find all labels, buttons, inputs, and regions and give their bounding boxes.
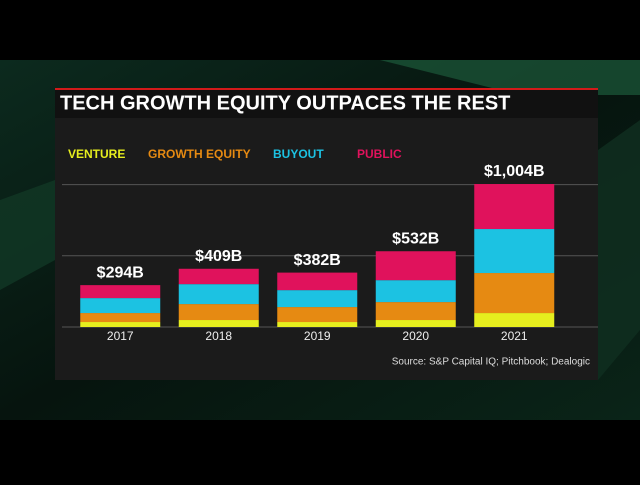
bar-segment [178, 320, 259, 327]
bar-segment [178, 268, 259, 285]
source: Source: S&P Capital IQ; Pitchbook; Dealo… [392, 357, 590, 368]
total-label: $382B [294, 252, 341, 269]
total-label: $532B [392, 230, 439, 247]
bar-segment [474, 184, 555, 230]
bar-segment [375, 280, 456, 303]
bar-segment [277, 290, 358, 308]
bar-segment [178, 284, 259, 305]
plot: VENTURE GROWTH EQUITY BUYOUT PUBLIC $294B 201… [62, 147, 598, 343]
bar-segment [375, 320, 456, 327]
legend-entry: VENTURE [68, 147, 125, 161]
bar-segment [474, 313, 555, 327]
bar-segment [80, 285, 161, 299]
legend-entry: PUBLIC [357, 147, 402, 161]
bar-segment [375, 251, 456, 281]
title-banner [55, 88, 598, 118]
x-tick-label: 2019 [304, 329, 331, 343]
x-tick-label: 2018 [205, 329, 232, 343]
bar-segment [277, 307, 358, 323]
chart-title: TECH GROWTH EQUITY OUTPACES THE REST [60, 92, 510, 114]
bar-segment [80, 313, 161, 323]
bar-segment [80, 322, 161, 327]
x-tick-label: 2021 [501, 329, 528, 343]
bar-segment [80, 298, 161, 314]
total-label: $1,004B [484, 163, 545, 180]
bar-segment [277, 272, 358, 291]
x-tick-label: 2020 [402, 329, 429, 343]
bar-segment [178, 304, 259, 321]
streak [598, 120, 640, 380]
x-tick-label: 2017 [107, 329, 134, 343]
streak [0, 180, 55, 290]
bar-segment [375, 302, 456, 321]
total-label: $294B [97, 264, 144, 281]
bar-segment [474, 273, 555, 314]
bar-segment [474, 229, 555, 274]
bar-segment [277, 322, 358, 327]
title-rule [55, 88, 598, 90]
legend-entry: BUYOUT [273, 147, 324, 161]
streak [380, 60, 640, 95]
legend-entry: GROWTH EQUITY [148, 147, 251, 161]
total-label: $409B [195, 248, 242, 265]
